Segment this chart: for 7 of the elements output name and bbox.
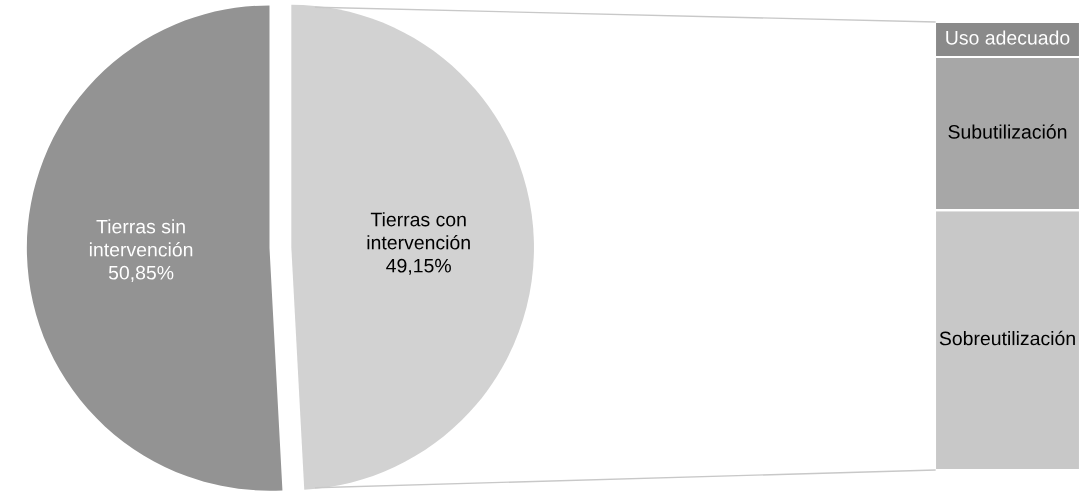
series-label: Uso adecuado: [946, 30, 1070, 45]
data-label: 49,15%: [386, 258, 451, 275]
series-label: Subutilización: [948, 124, 1067, 139]
slice-label: Tierras sin intervención: [89, 219, 193, 257]
slice-label: Tierras con intervención: [367, 212, 470, 250]
data-label: 50,85%: [108, 265, 174, 282]
series-label: Sobreutilización: [939, 330, 1075, 346]
